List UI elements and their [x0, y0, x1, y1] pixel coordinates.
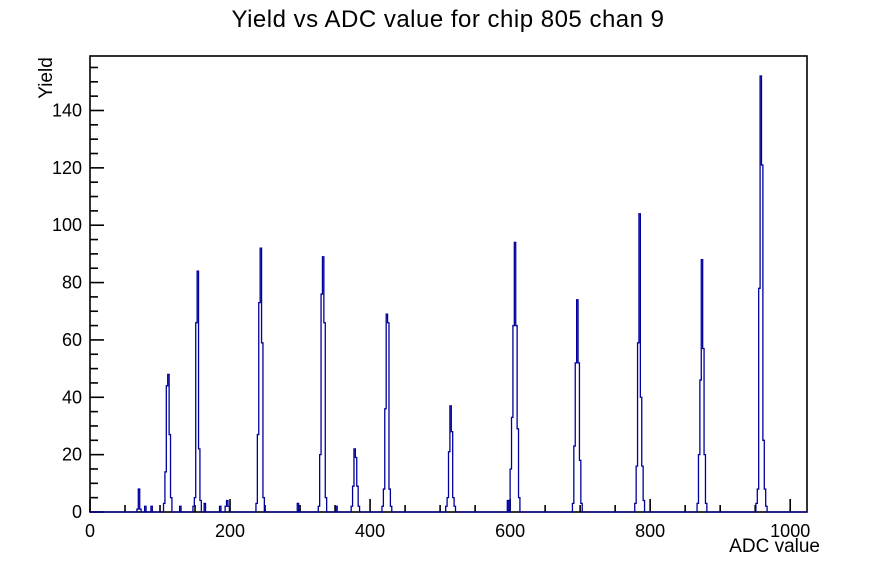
y-axis-title: Yield	[36, 57, 57, 99]
x-axis-title: ADC value	[729, 536, 820, 557]
y-tick-label: 40	[62, 387, 82, 407]
axis-ticks	[89, 66, 791, 513]
axis-tick-labels: 0 200 400 600 800 1000 0 20 40 60 80 100 120 140	[52, 100, 810, 541]
x-tick-label: 200	[215, 521, 245, 541]
y-tick-label: 100	[52, 215, 82, 235]
x-tick-label: 1000	[770, 521, 810, 541]
x-tick-label: 0	[85, 521, 95, 541]
chart-title: Yield vs ADC value for chip 805 chan 9	[231, 6, 665, 33]
x-tick-label: 600	[495, 521, 525, 541]
plot-frame	[89, 55, 808, 513]
y-tick-label: 0	[72, 502, 82, 522]
y-tick-label: 20	[62, 445, 82, 465]
x-tick-label: 400	[355, 521, 385, 541]
x-tick-label: 800	[635, 521, 665, 541]
y-tick-label: 140	[52, 100, 82, 120]
y-tick-label: 60	[62, 330, 82, 350]
y-tick-label: 120	[52, 158, 82, 178]
histogram-line	[90, 75, 807, 513]
y-tick-label: 80	[62, 273, 82, 293]
